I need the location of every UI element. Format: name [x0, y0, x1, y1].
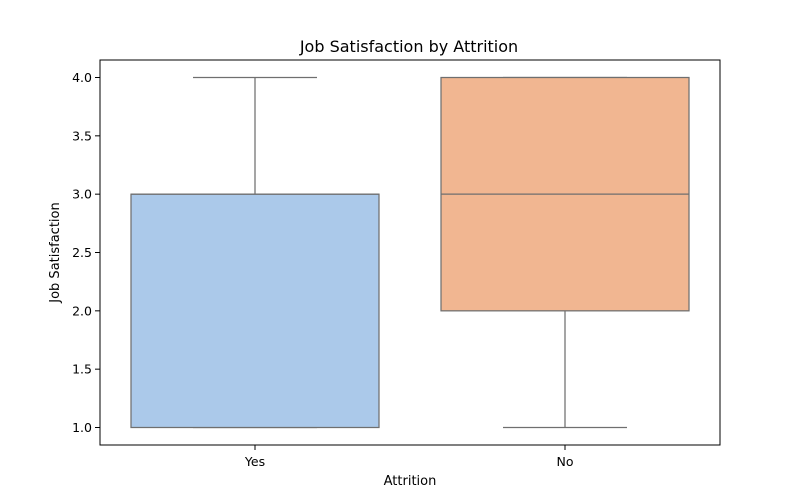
plot-frame [99, 59, 721, 446]
y-tick-label: 2.5 [72, 245, 92, 260]
y-axis-label: Job Satisfaction [48, 202, 63, 303]
x-tick-label: No [557, 454, 574, 469]
y-tick-label: 1.0 [72, 420, 92, 435]
x-axis-label: Attrition [384, 474, 437, 489]
y-tick-label: 4.0 [72, 70, 92, 85]
x-tick-label: Yes [244, 454, 265, 469]
chart-title: Job Satisfaction by Attrition [299, 37, 518, 56]
plot-area: 1.0 1.5 2.0 2.5 3.0 3.5 4.0 Yes No [72, 70, 690, 469]
y-tick-label: 1.5 [72, 362, 92, 377]
y-tick-label: 2.0 [72, 303, 92, 318]
y-tick-label: 3.5 [72, 128, 92, 143]
y-tick-label: 3.0 [72, 187, 92, 202]
box-yes [130, 193, 380, 429]
